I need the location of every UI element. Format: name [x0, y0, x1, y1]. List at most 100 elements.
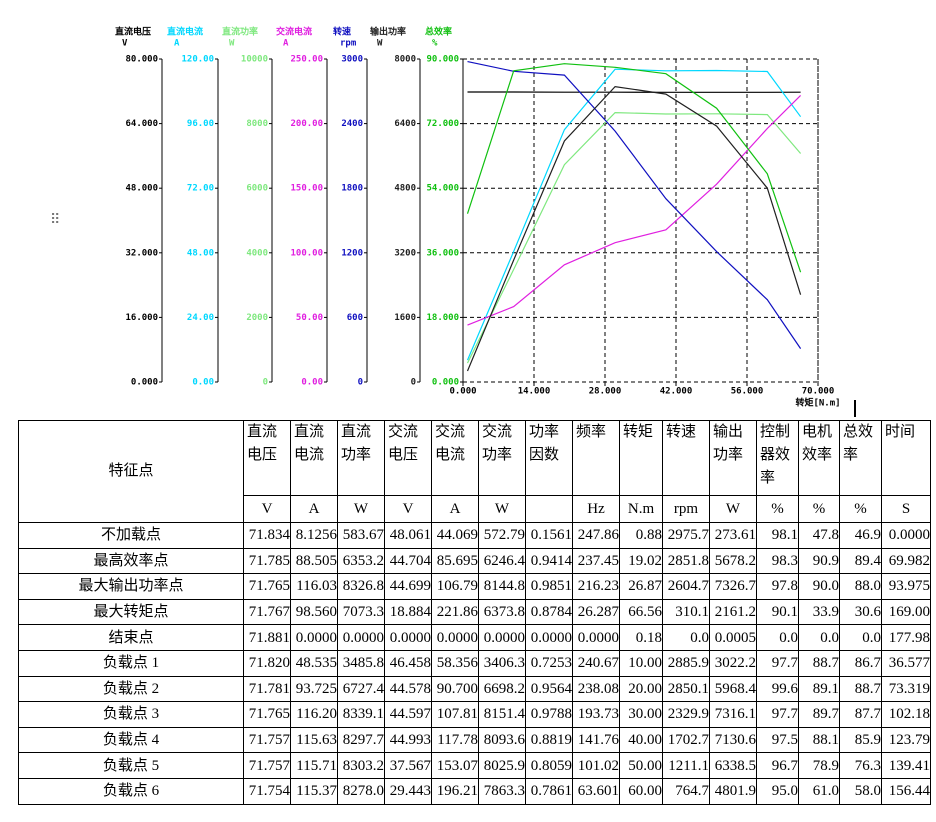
y-tick-label: 24.00 [187, 313, 214, 323]
cell: 237.45 [572, 547, 620, 575]
y-tick-label: 8000 [246, 119, 268, 129]
table-row: 负载点 2 71.781 93.725 6727.4 44.578 90.700 6698.… [18, 675, 931, 703]
cell: 46.9 [839, 522, 882, 549]
cell: 141.76 [572, 726, 620, 754]
x-tick-label: 56.000 [731, 387, 764, 397]
row-label: 最高效率点 [18, 547, 244, 575]
column-header: 功率因数 [525, 420, 573, 496]
cell: 6373.8 [478, 598, 526, 626]
cell: 0.0 [798, 624, 840, 651]
cell: 116.20 [290, 701, 338, 728]
cell: 99.6 [756, 675, 799, 703]
column-unit: % [839, 495, 882, 523]
x-tick-label: 70.000 [802, 387, 835, 397]
cell: 71.754 [243, 777, 291, 805]
cell: 2975.7 [662, 522, 710, 549]
axis-name: 交流电流 [276, 26, 312, 38]
cell: 2885.9 [662, 649, 710, 677]
y-tick-label: 72.000 [426, 119, 459, 129]
axis-name: 直流功率 [222, 26, 258, 38]
cell: 102.18 [881, 701, 931, 728]
drag-handle[interactable]: ⠿ [50, 212, 60, 228]
y-tick-label: 250.00 [290, 55, 323, 65]
cell: 69.982 [881, 547, 931, 575]
cell: 44.993 [384, 726, 432, 754]
cell: 8303.2 [337, 752, 385, 779]
y-tick-label: 0 [263, 378, 268, 388]
row-label: 不加载点 [18, 522, 244, 549]
axis-unit: rpm [340, 39, 357, 49]
cell: 107.81 [431, 701, 479, 728]
cell: 8144.8 [478, 573, 526, 600]
cell: 58.356 [431, 649, 479, 677]
cell: 0.0 [839, 624, 882, 651]
axis-name: 输出功率 [370, 26, 406, 38]
row-label: 结束点 [18, 624, 244, 651]
table-row: 负载点 1 71.820 48.535 3485.8 46.458 58.356 3406.… [18, 649, 931, 677]
cell: 76.3 [839, 752, 882, 779]
cell: 50.00 [619, 752, 663, 779]
cell: 97.5 [756, 726, 799, 754]
x-tick-label: 42.000 [660, 387, 693, 397]
y-tick-label: 0.000 [432, 378, 459, 388]
cell: 71.781 [243, 675, 291, 703]
cell: 139.41 [881, 752, 931, 779]
cell: 0.9788 [525, 701, 573, 728]
cell: 3485.8 [337, 649, 385, 677]
cell: 310.1 [662, 598, 710, 626]
cell: 89.4 [839, 547, 882, 575]
cell: 169.00 [881, 598, 931, 626]
cell: 153.07 [431, 752, 479, 779]
cell: 156.44 [881, 777, 931, 805]
cell: 101.02 [572, 752, 620, 779]
cell: 2850.1 [662, 675, 710, 703]
cell: 115.37 [290, 777, 338, 805]
cell: 63.601 [572, 777, 620, 805]
cell: 764.7 [662, 777, 710, 805]
cell: 30.00 [619, 701, 663, 728]
row-label: 最大输出功率点 [18, 573, 244, 600]
cell: 247.86 [572, 522, 620, 549]
axis-unit: A [283, 39, 289, 49]
column-unit: % [798, 495, 840, 523]
cell: 88.7 [839, 675, 882, 703]
cell: 0.9564 [525, 675, 573, 703]
y-tick-label: 200.00 [290, 119, 323, 129]
cell: 26.87 [619, 573, 663, 600]
y-tick-label: 120.00 [181, 55, 214, 65]
y-tick-label: 64.000 [125, 119, 158, 129]
column-header: 直流电压 [243, 420, 291, 496]
cell: 85.9 [839, 726, 882, 754]
cell: 8.1256 [290, 522, 338, 549]
cell: 7073.3 [337, 598, 385, 626]
cell: 44.578 [384, 675, 432, 703]
table-row: 负载点 3 71.765 116.20 8339.1 44.597 107.81 8151.… [18, 701, 931, 728]
cell: 2161.2 [709, 598, 757, 626]
cell: 238.08 [572, 675, 620, 703]
series-line [467, 61, 802, 349]
cell: 95.0 [756, 777, 799, 805]
cell: 8278.0 [337, 777, 385, 805]
cell: 8151.4 [478, 701, 526, 728]
y-tick-label: 1800 [341, 184, 363, 194]
cell: 5968.4 [709, 675, 757, 703]
cell: 37.567 [384, 752, 432, 779]
column-header: 转速 [662, 420, 710, 496]
cell: 98.560 [290, 598, 338, 626]
cell: 0.18 [619, 624, 663, 651]
column-header: 特征点 [18, 420, 244, 523]
cell: 0.0000 [478, 624, 526, 651]
y-tick-label: 96.00 [187, 119, 214, 129]
cell: 196.21 [431, 777, 479, 805]
y-tick-label: 4000 [246, 248, 268, 258]
cell: 7326.7 [709, 573, 757, 600]
cell: 90.0 [798, 573, 840, 600]
cell: 4801.9 [709, 777, 757, 805]
row-label: 最大转矩点 [18, 598, 244, 626]
cell: 44.699 [384, 573, 432, 600]
cell: 177.98 [881, 624, 931, 651]
cell: 88.0 [839, 573, 882, 600]
axis-name: 直流电流 [167, 26, 203, 38]
cell: 6727.4 [337, 675, 385, 703]
